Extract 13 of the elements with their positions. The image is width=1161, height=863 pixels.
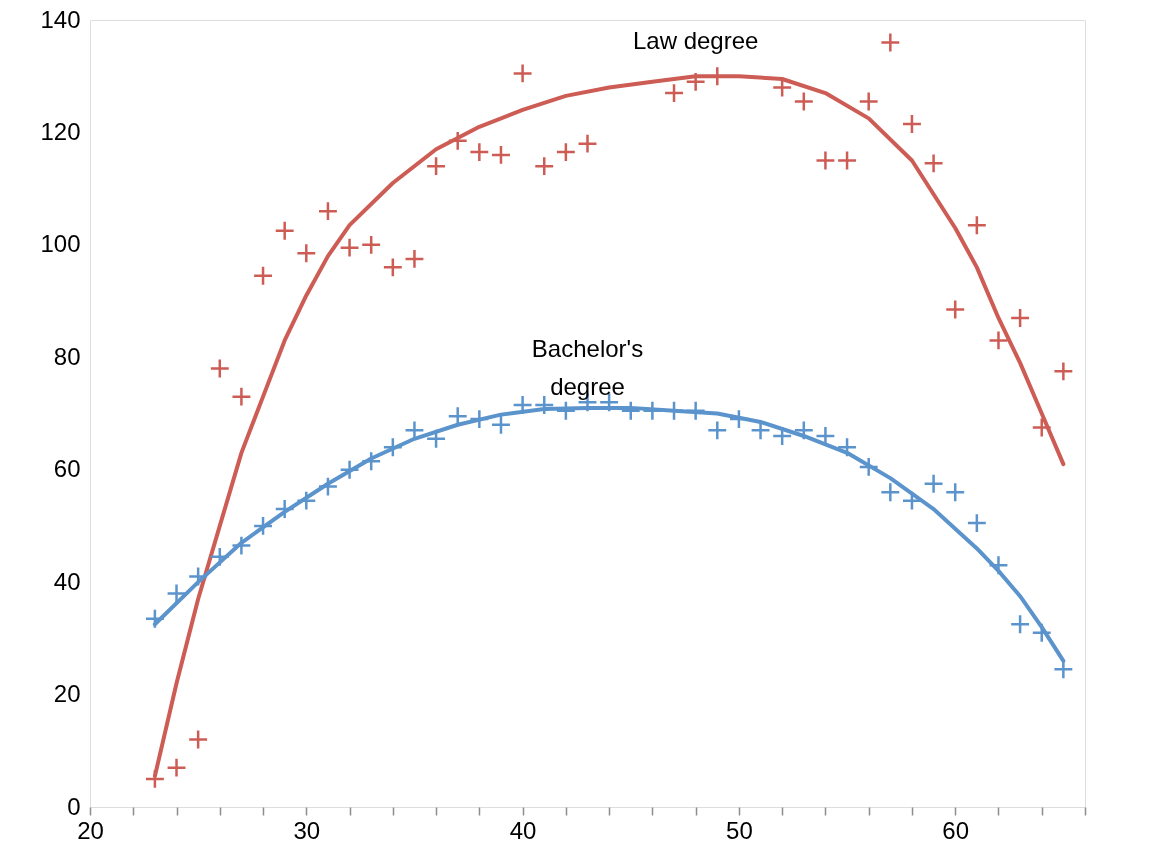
x-tick-label: 50	[726, 816, 753, 844]
x-tick-label: 60	[942, 816, 970, 844]
y-tick-label: 80	[53, 342, 81, 370]
y-tick-label: 140	[40, 5, 81, 33]
y-tick-label: 60	[53, 455, 81, 483]
y-tick-label: 100	[40, 230, 81, 258]
y-tick-label: 20	[53, 680, 81, 708]
x-tick-label: 30	[293, 816, 321, 844]
x-tick-label: 40	[509, 816, 537, 844]
series-label: Law degree	[632, 27, 759, 55]
y-tick-label: 40	[53, 567, 81, 595]
y-tick-label: 120	[40, 117, 81, 145]
series-label: Bachelor's degree	[531, 334, 644, 400]
